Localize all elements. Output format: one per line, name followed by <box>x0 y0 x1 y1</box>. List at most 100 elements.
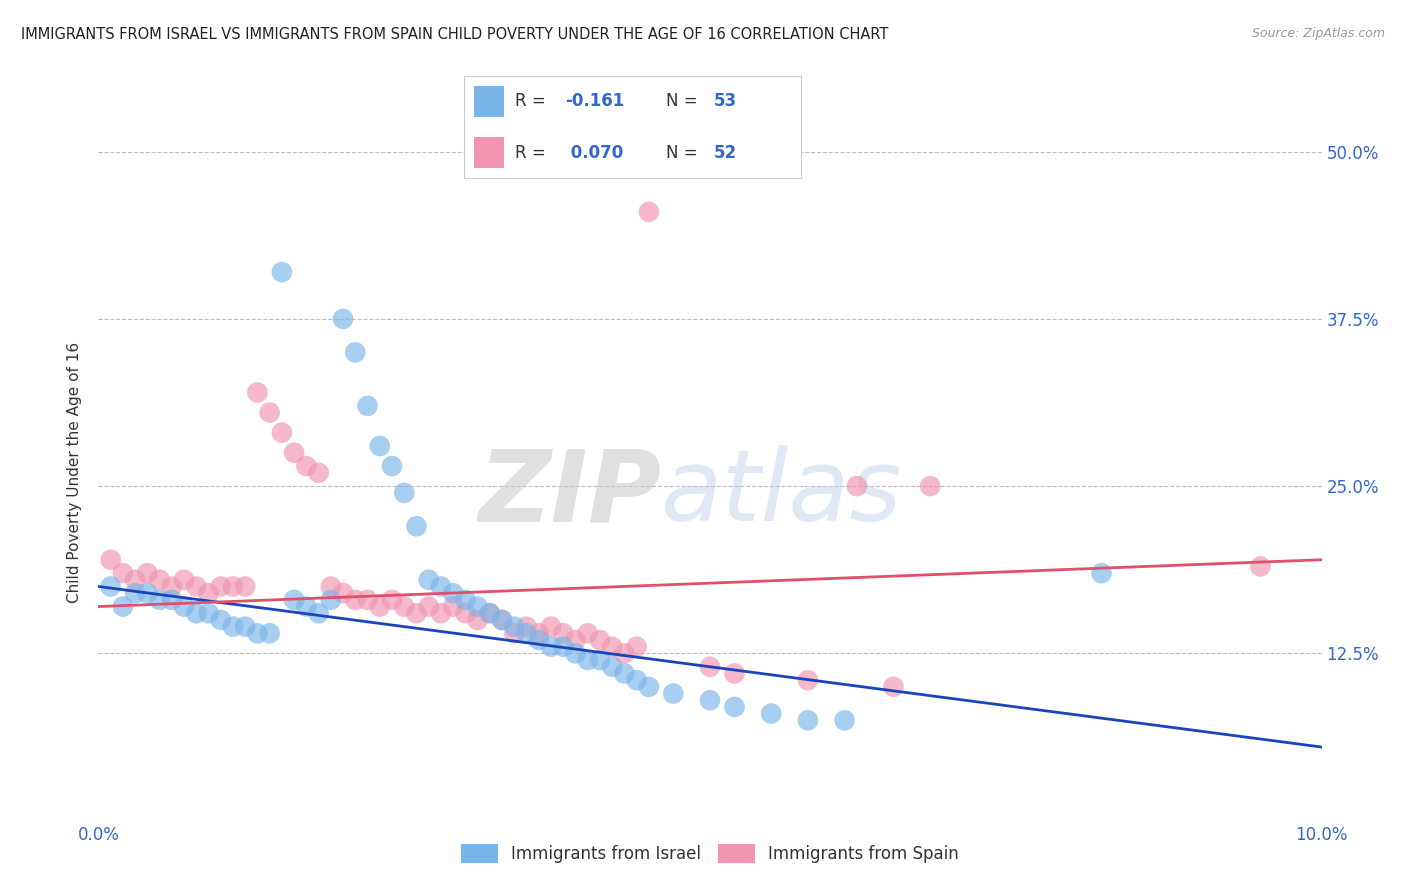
Point <box>637 680 661 694</box>
Point <box>797 714 820 728</box>
Point <box>454 592 477 607</box>
Y-axis label: Child Poverty Under the Age of 16: Child Poverty Under the Age of 16 <box>67 343 83 603</box>
Text: N =: N = <box>666 144 703 161</box>
Point <box>173 573 195 587</box>
Point <box>149 573 172 587</box>
Point <box>600 660 623 674</box>
Point <box>209 580 232 594</box>
Point <box>553 640 575 654</box>
Point <box>111 599 134 614</box>
Point <box>699 660 721 674</box>
Point <box>222 580 245 594</box>
Point <box>259 626 281 640</box>
Point <box>467 613 489 627</box>
Point <box>637 205 661 219</box>
Text: ZIP: ZIP <box>478 445 661 542</box>
Point <box>723 666 745 681</box>
Point <box>197 607 219 621</box>
Point <box>308 607 330 621</box>
Point <box>503 626 526 640</box>
Point <box>418 573 440 587</box>
Point <box>920 479 942 493</box>
Point <box>270 265 292 279</box>
Point <box>613 666 636 681</box>
Point <box>233 620 256 634</box>
Point <box>576 653 599 667</box>
Point <box>173 599 195 614</box>
Point <box>553 626 575 640</box>
Point <box>295 599 318 614</box>
Point <box>356 399 378 413</box>
Point <box>441 586 464 600</box>
Point <box>405 519 427 533</box>
Point <box>381 592 404 607</box>
Point <box>246 626 269 640</box>
Point <box>283 592 305 607</box>
Point <box>527 633 550 648</box>
Point <box>845 479 868 493</box>
Point <box>834 714 856 728</box>
Text: 0.070: 0.070 <box>565 144 623 161</box>
Point <box>527 626 550 640</box>
Point <box>332 586 354 600</box>
Point <box>491 613 513 627</box>
Point <box>589 633 612 648</box>
Point <box>283 446 305 460</box>
Point <box>1090 566 1112 581</box>
Point <box>723 699 745 714</box>
Point <box>613 646 636 660</box>
Point <box>564 646 586 660</box>
Point <box>418 599 440 614</box>
Point <box>308 466 330 480</box>
Point <box>186 607 208 621</box>
Point <box>478 607 501 621</box>
Point <box>564 633 586 648</box>
Point <box>160 580 183 594</box>
Text: R =: R = <box>515 93 551 111</box>
Point <box>662 687 685 701</box>
Point <box>186 580 208 594</box>
Point <box>516 626 538 640</box>
Text: 52: 52 <box>714 144 737 161</box>
Point <box>136 586 159 600</box>
Text: N =: N = <box>666 93 703 111</box>
Point <box>491 613 513 627</box>
Point <box>209 613 232 627</box>
Point <box>222 620 245 634</box>
Text: R =: R = <box>515 144 551 161</box>
Point <box>124 586 146 600</box>
Point <box>699 693 721 707</box>
Point <box>197 586 219 600</box>
Point <box>392 599 416 614</box>
Point <box>797 673 820 688</box>
Point <box>100 580 122 594</box>
Point <box>356 592 378 607</box>
Point <box>111 566 134 581</box>
Point <box>246 385 269 400</box>
Point <box>259 406 281 420</box>
Text: Source: ZipAtlas.com: Source: ZipAtlas.com <box>1251 27 1385 40</box>
Point <box>392 485 416 500</box>
Point <box>295 459 318 474</box>
Point <box>368 599 391 614</box>
Point <box>540 640 562 654</box>
Point <box>540 620 562 634</box>
Text: atlas: atlas <box>661 445 903 542</box>
Point <box>319 592 342 607</box>
Point <box>381 459 404 474</box>
Point <box>467 599 489 614</box>
Point <box>1249 559 1271 574</box>
Point <box>600 640 623 654</box>
Point <box>454 607 477 621</box>
Point <box>516 620 538 634</box>
Text: 53: 53 <box>714 93 737 111</box>
Point <box>160 592 183 607</box>
Point <box>626 640 648 654</box>
Point <box>589 653 612 667</box>
Point <box>441 599 464 614</box>
Point <box>124 573 146 587</box>
Point <box>503 620 526 634</box>
Point <box>100 552 122 567</box>
Point <box>344 345 367 359</box>
Point <box>759 706 782 721</box>
